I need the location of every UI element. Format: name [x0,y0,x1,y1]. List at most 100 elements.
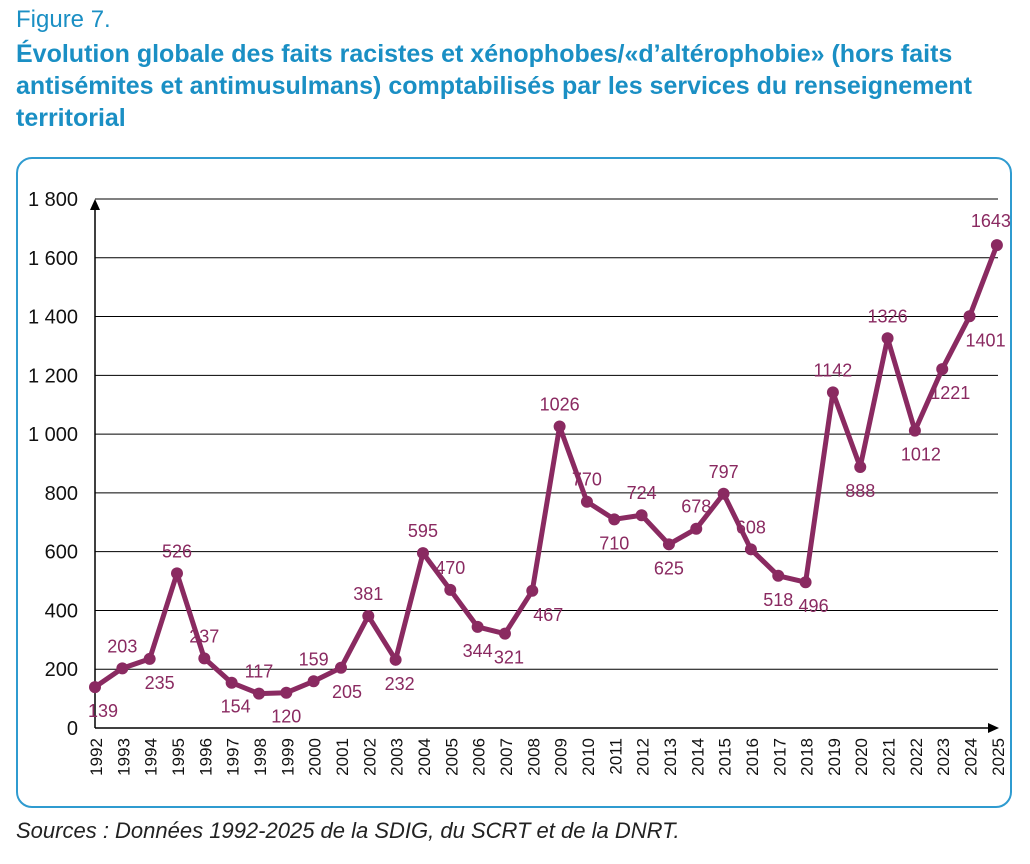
data-point [362,610,375,623]
data-point [198,652,211,665]
x-tick-labels: 1992 1993 1994 1995 1996 1997 1998 1999 2000 2001… [87,738,1008,776]
data-label: 117 [245,662,274,682]
data-label: 770 [572,470,602,490]
data-point [908,424,921,437]
data-label: 797 [709,462,739,482]
x-tick-label: 2023 [934,738,953,776]
data-point [936,363,949,376]
data-point [826,386,839,399]
x-tick-label: 2018 [798,738,817,776]
data-label: 467 [533,605,563,625]
y-tick-label: 1 000 [28,424,78,446]
data-point [717,487,730,500]
y-tick-label: 1 800 [28,189,78,211]
data-point [526,584,539,597]
axes [90,199,999,733]
data-point [744,543,757,556]
data-label: 678 [681,497,711,517]
data-point [498,627,511,640]
x-tick-label: 2017 [770,738,789,776]
data-label: 496 [799,596,829,616]
data-point [225,676,238,689]
data-label: 344 [463,641,493,661]
x-tick-label: 2000 [306,738,325,776]
y-tick-label: 600 [45,542,78,564]
data-label: 159 [299,649,329,669]
x-tick-label: 2013 [661,738,680,776]
data-label: 235 [145,673,175,693]
data-point [635,509,648,522]
x-tick-label: 2011 [606,738,625,775]
x-tick-label: 2021 [880,738,899,776]
data-point [170,567,183,580]
x-tick-label: 2025 [989,738,1008,776]
x-tick-label: 2007 [497,738,516,776]
series-line [92,242,1000,697]
x-tick-label: 2006 [470,738,489,776]
data-label: 205 [332,682,362,702]
x-tick-label: 1997 [224,738,243,776]
data-point [990,239,1003,252]
data-point [334,661,347,674]
x-tick-label: 1999 [278,738,297,776]
x-tick-label: 2003 [388,738,407,776]
x-tick-label: 2016 [743,738,762,776]
chart-frame [16,157,1012,808]
data-label: 321 [494,648,524,668]
x-tick-label: 2009 [552,738,571,776]
data-label: 232 [385,674,415,694]
x-tick-label: 1998 [251,738,270,776]
y-tick-label: 200 [45,659,78,681]
x-axis-arrow [988,723,999,733]
x-tick-label: 1996 [196,738,215,776]
x-tick-label: 2010 [579,738,598,776]
x-tick-label: 1994 [142,738,161,776]
x-tick-label: 2004 [415,738,434,776]
x-tick-label: 2015 [716,738,735,776]
data-points [89,239,1003,700]
x-tick-label: 1995 [169,738,188,776]
data-point [444,583,457,596]
chart-title: Évolution globale des faits racistes et … [16,40,972,132]
data-label: 154 [221,697,251,717]
data-label: 1026 [540,394,580,414]
data-point [772,569,785,582]
x-tick-label: 2001 [333,738,352,776]
data-point [143,652,156,665]
data-label: 1142 [814,360,853,380]
data-point [553,420,566,433]
data-label: 608 [736,517,766,537]
data-point [116,662,129,675]
data-label: 595 [408,521,438,541]
x-tick-label: 2022 [907,738,926,776]
data-label: 381 [353,584,383,604]
data-point [690,522,703,535]
data-point [416,547,429,560]
data-label: 203 [107,636,137,656]
data-label: 120 [271,707,301,727]
y-tick-label: 400 [45,600,78,622]
data-point [799,576,812,589]
data-point [252,687,265,700]
data-label: 1326 [868,306,908,326]
data-label: 625 [654,558,684,578]
data-point [471,620,484,633]
gridlines [95,198,998,670]
x-tick-label: 2008 [524,738,543,776]
data-point [89,681,101,694]
y-tick-label: 1 200 [28,365,78,387]
data-label: 139 [88,701,118,721]
data-point [963,310,976,323]
y-tick-label: 0 [67,718,78,740]
y-axis-arrow [90,199,100,210]
data-point [662,538,675,551]
source-note: Sources : Données 1992-2025 de la SDIG, … [16,818,680,843]
data-label: 710 [599,533,629,553]
y-tick-label: 1 600 [28,248,78,270]
y-tick-label: 1 400 [28,307,78,329]
x-tick-label: 2002 [360,738,379,776]
x-tick-label: 2014 [688,738,707,776]
y-tick-label: 800 [45,483,78,505]
